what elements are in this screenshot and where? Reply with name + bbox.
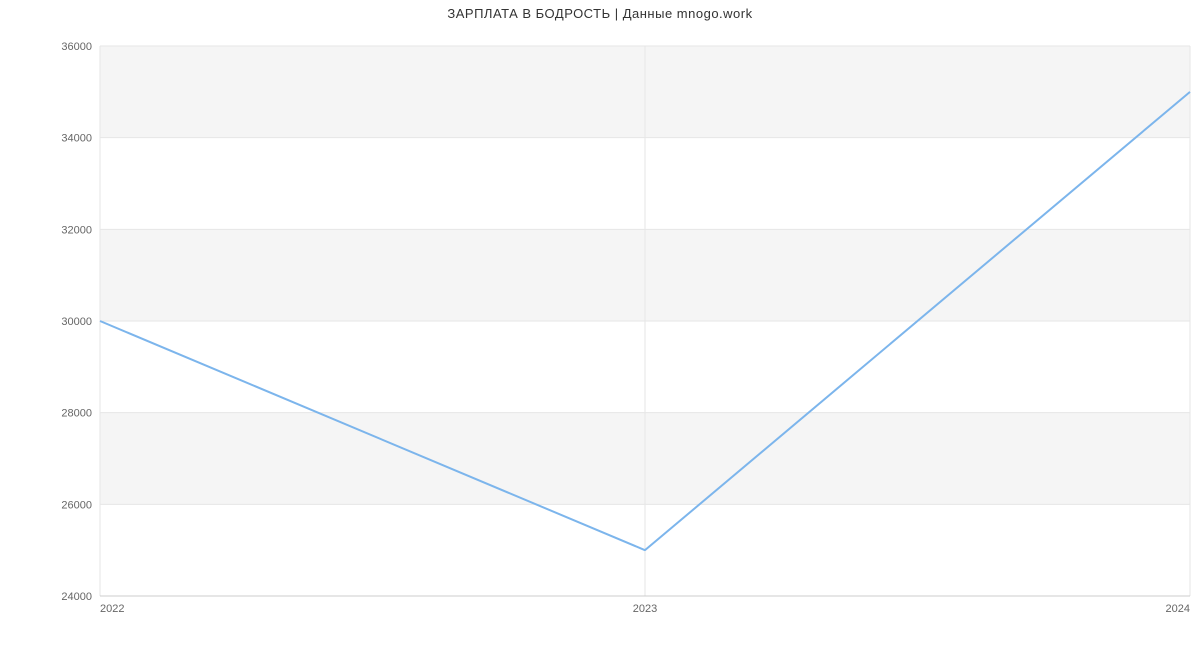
chart-svg: 24000 26000 28000 30000 32000 34000 36000 2022 2… (0, 0, 1200, 650)
x-tick-label: 2023 (633, 603, 657, 615)
x-tick-label: 2024 (1166, 603, 1190, 615)
y-tick-label: 34000 (61, 133, 92, 145)
x-tick-label: 2022 (100, 603, 124, 615)
y-tick-label: 24000 (61, 591, 92, 603)
y-tick-label: 26000 (61, 499, 92, 511)
y-tick-label: 36000 (61, 41, 92, 53)
y-tick-label: 32000 (61, 224, 92, 236)
y-tick-label: 30000 (61, 316, 92, 328)
salary-line-chart: ЗАРПЛАТА В БОДРОСТЬ | Данные mnogo.work … (0, 0, 1200, 650)
y-tick-label: 28000 (61, 408, 92, 420)
